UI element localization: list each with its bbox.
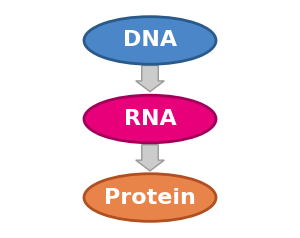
Text: RNA: RNA: [124, 109, 176, 129]
Ellipse shape: [84, 174, 216, 221]
Polygon shape: [136, 65, 164, 92]
Text: Protein: Protein: [104, 188, 196, 208]
Text: DNA: DNA: [123, 30, 177, 50]
Ellipse shape: [84, 17, 216, 64]
Polygon shape: [136, 145, 164, 171]
Ellipse shape: [84, 95, 216, 143]
